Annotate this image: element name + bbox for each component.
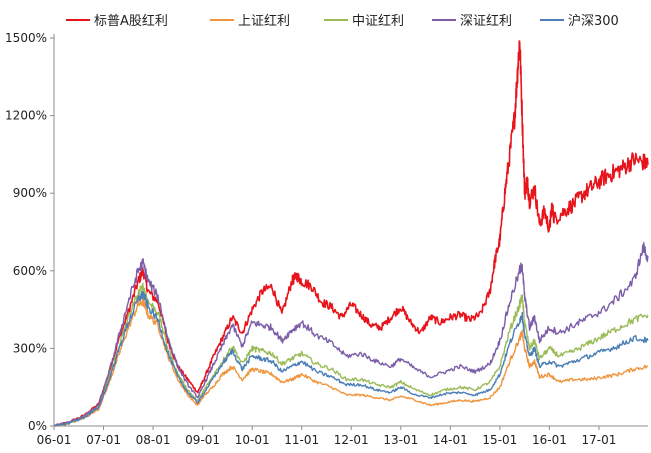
y-tick-label: 1200% <box>5 109 47 123</box>
x-axis: 06-01 07-01 08-01 09-01 10-01 11-01 12-01 13-01… <box>37 425 648 447</box>
y-tick-label: 1500% <box>5 31 47 45</box>
x-tick-label: 10-01 <box>235 433 270 447</box>
x-tick-label: 08-01 <box>136 433 171 447</box>
x-tick-label: 07-01 <box>86 433 121 447</box>
x-tick-label: 16-01 <box>532 433 567 447</box>
series-line-3 <box>53 282 649 427</box>
legend: 标普A股红利 上证红利 中证红利 深证红利 沪深300 <box>66 13 619 29</box>
legend-item-3: 中证红利 <box>324 13 404 29</box>
legend-label: 沪深300 <box>568 13 619 29</box>
x-tick-label: 06-01 <box>37 433 72 447</box>
series-line-2 <box>53 297 649 427</box>
x-tick-label: 15-01 <box>482 433 517 447</box>
x-tick-label: 12-01 <box>334 433 369 447</box>
legend-label: 深证红利 <box>460 13 512 29</box>
legend-item-5: 沪深300 <box>540 13 619 29</box>
x-tick-label: 14-01 <box>433 433 468 447</box>
legend-label: 标普A股红利 <box>94 13 168 29</box>
legend-label: 上证红利 <box>238 13 290 29</box>
legend-item-1: 标普A股红利 <box>66 13 168 29</box>
series-line-1 <box>53 40 649 427</box>
y-tick-label: 600% <box>13 264 47 278</box>
x-tick-label: 17-01 <box>582 433 617 447</box>
plot-area <box>53 40 649 427</box>
x-tick-label: 11-01 <box>284 433 319 447</box>
y-tick-label: 0% <box>28 419 47 433</box>
legend-item-2: 上证红利 <box>210 13 290 29</box>
y-tick-label: 300% <box>13 341 47 355</box>
y-tick-label: 900% <box>13 186 47 200</box>
legend-item-4: 深证红利 <box>432 13 512 29</box>
series-line-5 <box>53 290 649 427</box>
x-tick-label: 09-01 <box>185 433 220 447</box>
series-line-4 <box>53 242 649 427</box>
y-axis: 0% 300% 600% 900% 1200% 1500% <box>5 31 55 433</box>
legend-label: 中证红利 <box>352 13 404 29</box>
x-tick-label: 13-01 <box>383 433 418 447</box>
